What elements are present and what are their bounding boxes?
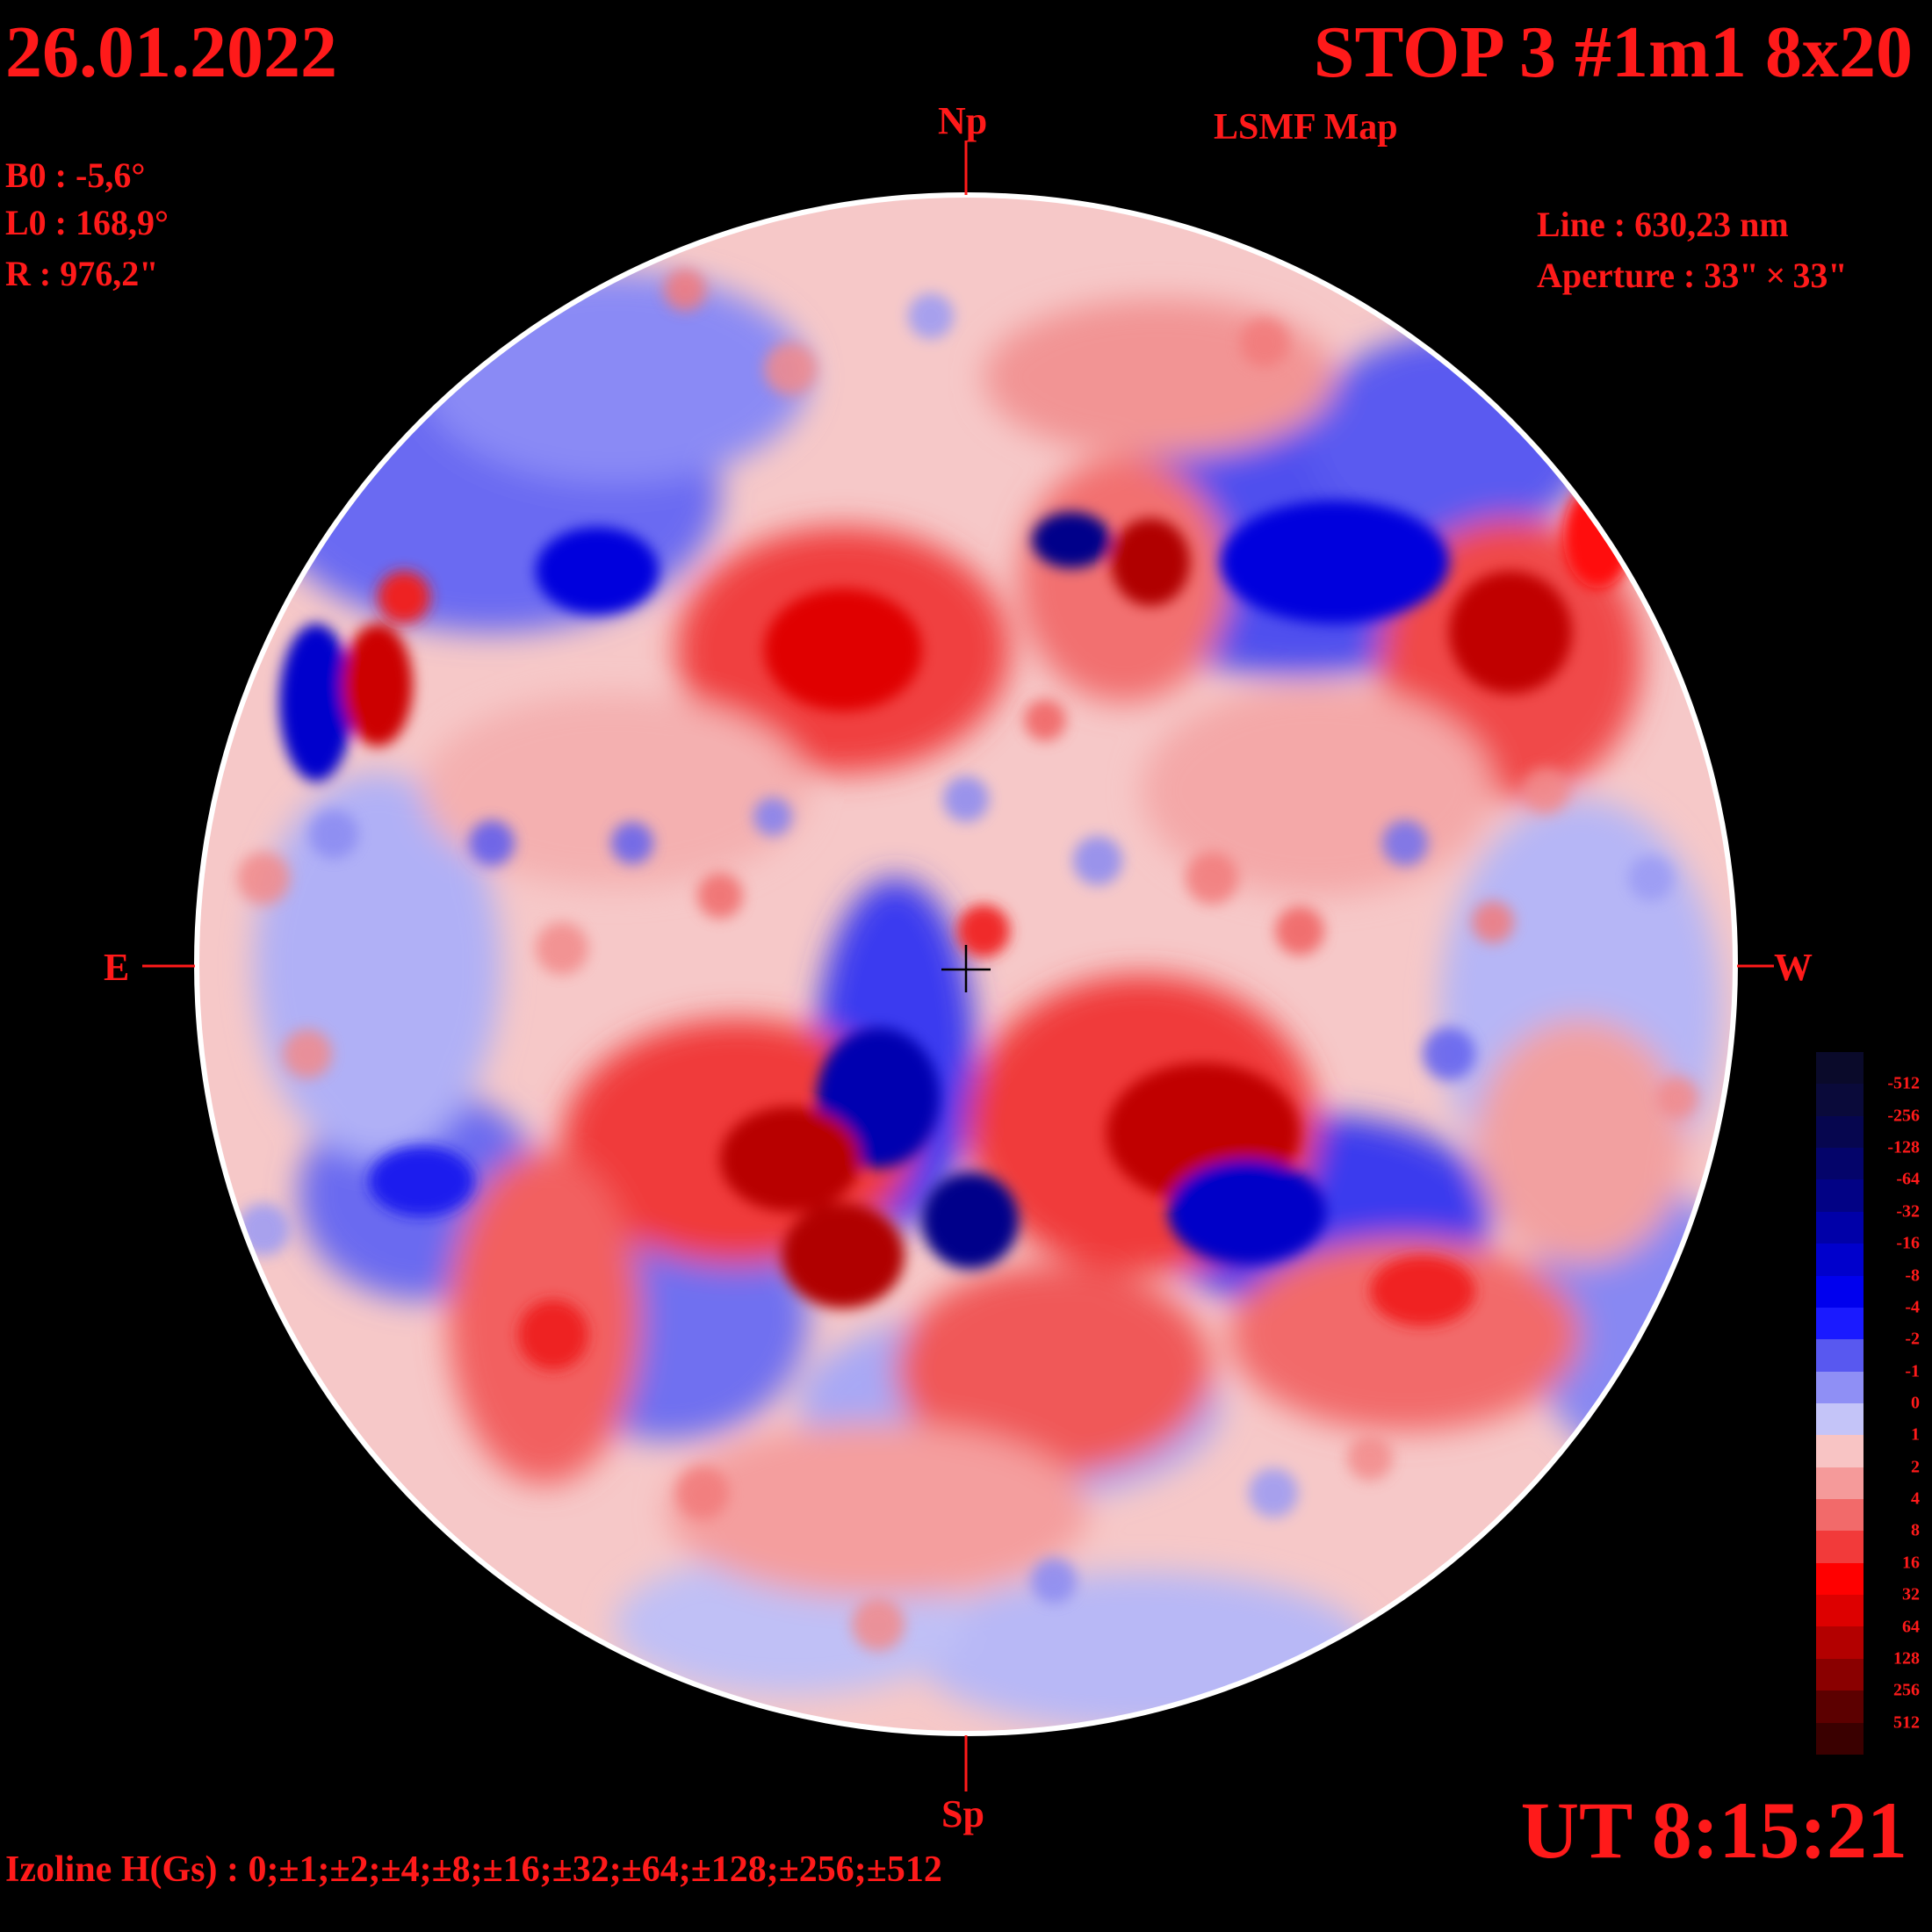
color-scale-label: -1 [1905, 1361, 1920, 1381]
color-scale-label: -4 [1905, 1297, 1920, 1317]
param-line: Line : 630,23 nm [1537, 205, 1789, 244]
ut-time: UT 8:15:21 [1520, 1785, 1907, 1875]
color-scale-swatch [1816, 1626, 1864, 1659]
observation-date: 26.01.2022 [5, 11, 337, 93]
color-scale-label: 256 [1893, 1680, 1920, 1700]
color-scale-swatch [1816, 1211, 1864, 1244]
center-crosshair [941, 945, 991, 992]
color-scale-swatch [1816, 1307, 1864, 1340]
color-scale-swatch [1816, 1467, 1864, 1500]
color-scale-swatch [1816, 1275, 1864, 1308]
color-scale-label: -64 [1896, 1169, 1920, 1189]
izoline-legend: Izoline H(Gs) : 0;±1;±2;±4;±8;±16;±32;±6… [5, 1849, 942, 1890]
color-scale-swatch [1816, 1339, 1864, 1372]
color-scale-label: -256 [1887, 1106, 1920, 1126]
color-scale-swatch [1816, 1499, 1864, 1532]
color-scale-label: -8 [1905, 1265, 1920, 1286]
color-scale-swatch [1816, 1371, 1864, 1403]
color-scale-label: 32 [1902, 1584, 1920, 1604]
color-scale-label: 128 [1893, 1648, 1920, 1669]
color-scale-swatch [1816, 1690, 1864, 1723]
color-scale-label: 8 [1911, 1520, 1920, 1540]
param-l0: L0 : 168,9° [5, 203, 169, 242]
color-scale-label: -16 [1896, 1233, 1920, 1253]
param-radius: R : 976,2" [5, 254, 159, 293]
map-title: STOP 3 #1m1 8x20 [1313, 11, 1913, 93]
color-scale-swatch [1816, 1115, 1864, 1149]
color-scale-swatch [1816, 1402, 1864, 1436]
color-scale-label: 64 [1902, 1617, 1920, 1637]
color-scale-swatch [1816, 1562, 1864, 1596]
north-pole-label: Np [938, 99, 988, 142]
color-scale-label: -512 [1887, 1073, 1920, 1093]
color-scale-swatch [1816, 1084, 1864, 1116]
color-scale-swatch [1816, 1435, 1864, 1467]
color-scale-swatch [1816, 1595, 1864, 1627]
color-scale-label: 0 [1911, 1393, 1920, 1413]
east-label: E [104, 946, 130, 989]
color-scale-swatch [1816, 1244, 1864, 1276]
param-b0: B0 : -5,6° [5, 155, 146, 195]
color-scale-label: -32 [1896, 1201, 1920, 1222]
south-pole-label: Sp [941, 1792, 984, 1835]
color-scale-swatch [1816, 1179, 1864, 1212]
color-scale-label: -2 [1905, 1329, 1920, 1349]
west-label: W [1774, 946, 1813, 989]
color-scale-swatch [1816, 1531, 1864, 1563]
color-scale-swatch [1816, 1658, 1864, 1691]
color-scale-label: -128 [1887, 1137, 1920, 1157]
color-scale-swatch [1816, 1052, 1864, 1085]
field-pattern [198, 196, 1734, 1733]
color-scale-swatch [1816, 1148, 1864, 1180]
color-scale-bar [1816, 1052, 1864, 1755]
map-subtitle: LSMF Map [1214, 107, 1398, 148]
param-aperture: Aperture : 33" × 33" [1537, 256, 1848, 295]
color-scale-label: 16 [1902, 1553, 1920, 1573]
color-scale-label: 512 [1893, 1712, 1920, 1733]
color-scale-label: 4 [1911, 1489, 1920, 1509]
color-scale-label: 2 [1911, 1457, 1920, 1477]
color-scale-swatch [1816, 1722, 1864, 1755]
color-scale-label: 1 [1911, 1424, 1920, 1445]
